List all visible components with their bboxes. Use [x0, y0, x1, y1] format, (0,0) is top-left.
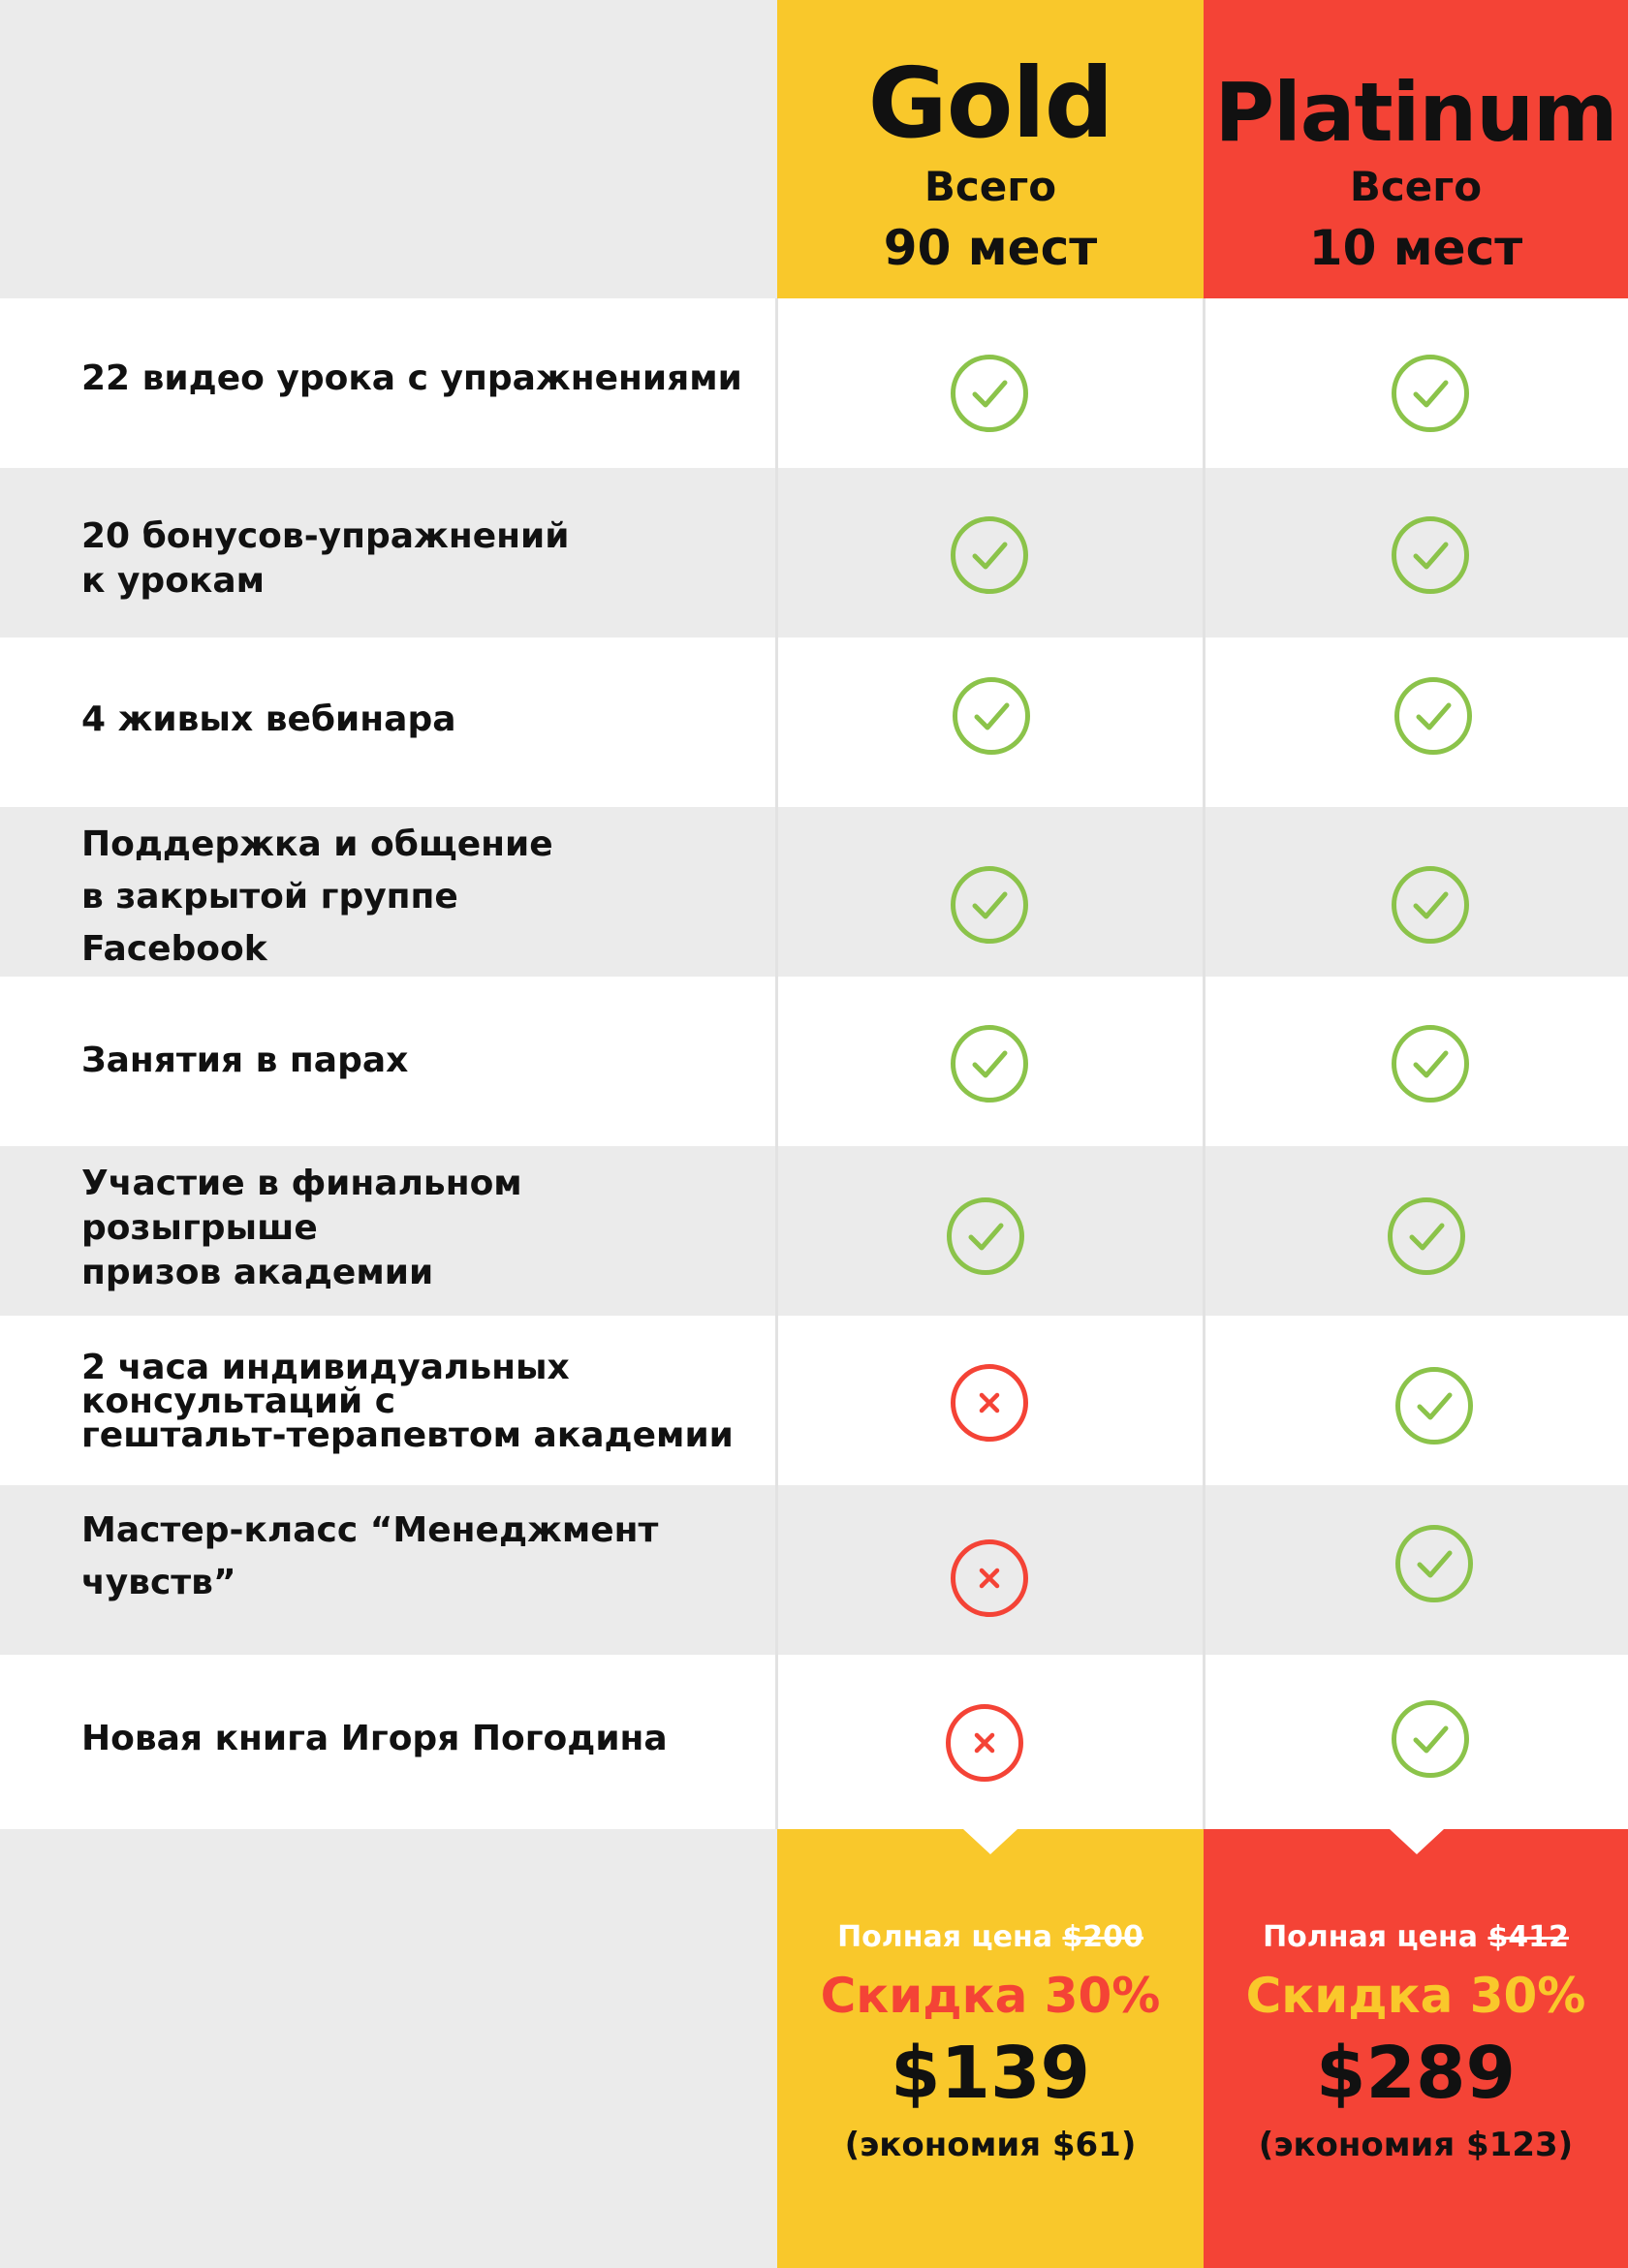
- plan-seats-gold: 90 мест: [883, 220, 1098, 276]
- old-price: $200: [1062, 1920, 1143, 1954]
- notch-gold: [963, 1829, 1018, 1854]
- cross-icon: [951, 1539, 1028, 1617]
- full-price-label: Полная цена: [837, 1920, 1063, 1954]
- check-icon: [951, 355, 1028, 432]
- price-block-gold: Полная цена $200 Скидка 30% $139 (эконом…: [777, 1829, 1204, 2268]
- header-empty-cell: [0, 0, 777, 298]
- feature-label: Поддержка и общение в закрытой группе Fa…: [81, 824, 553, 969]
- column-divider: [775, 298, 778, 1829]
- price-gold: $139: [891, 2032, 1090, 2115]
- check-icon: [947, 1197, 1024, 1275]
- check-icon: [1395, 1525, 1473, 1602]
- plan-name-platinum: Platinum: [1214, 65, 1617, 160]
- cross-icon: [951, 1364, 1028, 1442]
- check-icon: [1392, 866, 1469, 944]
- check-icon: [1394, 677, 1472, 755]
- check-icon: [951, 516, 1028, 594]
- savings-gold: (экономия $61): [844, 2126, 1137, 2164]
- check-icon: [1392, 355, 1469, 432]
- feature-row: 20 бонусов-упражнений к урокам: [0, 468, 1628, 637]
- column-divider: [1203, 298, 1205, 1829]
- check-icon: [1392, 1700, 1469, 1778]
- price-platinum: $289: [1316, 2032, 1516, 2115]
- feature-row: 2 часа индивидуальных консультаций с геш…: [0, 1316, 1628, 1485]
- table-header: Gold Всего 90 мест Platinum Всего 10 мес…: [0, 0, 1628, 298]
- feature-row: 22 видео урока с упражнениями: [0, 298, 1628, 468]
- feature-row: Новая книга Игоря Погодина: [0, 1655, 1628, 1829]
- check-icon: [951, 866, 1028, 944]
- check-icon: [1388, 1197, 1465, 1275]
- feature-label: Занятия в парах: [81, 1041, 409, 1080]
- feature-label: 20 бонусов-упражнений к урокам: [81, 516, 570, 601]
- feature-label: 4 живых вебинара: [81, 699, 456, 739]
- feature-label: 22 видео урока с упражнениями: [81, 358, 742, 398]
- feature-row: Участие в финальном розыгрыше призов ака…: [0, 1146, 1628, 1316]
- plan-total-label-platinum: Всего: [1349, 163, 1483, 210]
- cross-icon: [946, 1704, 1023, 1782]
- feature-row: Занятия в парах: [0, 977, 1628, 1146]
- feature-row: Мастер-класс “Менеджмент чувств”: [0, 1485, 1628, 1655]
- feature-label: 2 часа индивидуальных консультаций с геш…: [81, 1348, 734, 1455]
- savings-platinum: (экономия $123): [1258, 2126, 1574, 2164]
- feature-label: Новая книга Игоря Погодина: [81, 1719, 668, 1758]
- feature-label: Мастер-класс “Менеджмент чувств”: [81, 1510, 659, 1602]
- plan-header-gold: Gold Всего 90 мест: [777, 0, 1204, 298]
- check-icon: [1395, 1367, 1473, 1445]
- check-icon: [953, 677, 1030, 755]
- check-icon: [1392, 1025, 1469, 1103]
- check-icon: [1392, 516, 1469, 594]
- notch-platinum: [1390, 1829, 1444, 1854]
- feature-row: 4 живых вебинара: [0, 637, 1628, 807]
- discount-gold: Скидка 30%: [820, 1968, 1161, 2024]
- check-icon: [951, 1025, 1028, 1103]
- old-price: $412: [1487, 1920, 1569, 1954]
- price-block-platinum: Полная цена $412 Скидка 30% $289 (эконом…: [1204, 1829, 1628, 2268]
- feature-label: Участие в финальном розыгрыше призов ака…: [81, 1164, 522, 1292]
- discount-platinum: Скидка 30%: [1245, 1968, 1586, 2024]
- feature-row: Поддержка и общение в закрытой группе Fa…: [0, 807, 1628, 977]
- plan-total-label-gold: Всего: [924, 163, 1057, 210]
- plan-seats-platinum: 10 мест: [1308, 220, 1523, 276]
- full-price-label: Полная цена: [1263, 1920, 1488, 1954]
- pricing-empty-cell: [0, 1829, 777, 2268]
- plan-name-gold: Gold: [867, 47, 1114, 160]
- plan-header-platinum: Platinum Всего 10 мест: [1204, 0, 1628, 298]
- full-price-platinum: Полная цена $412: [1204, 1918, 1628, 1957]
- full-price-gold: Полная цена $200: [777, 1918, 1204, 1957]
